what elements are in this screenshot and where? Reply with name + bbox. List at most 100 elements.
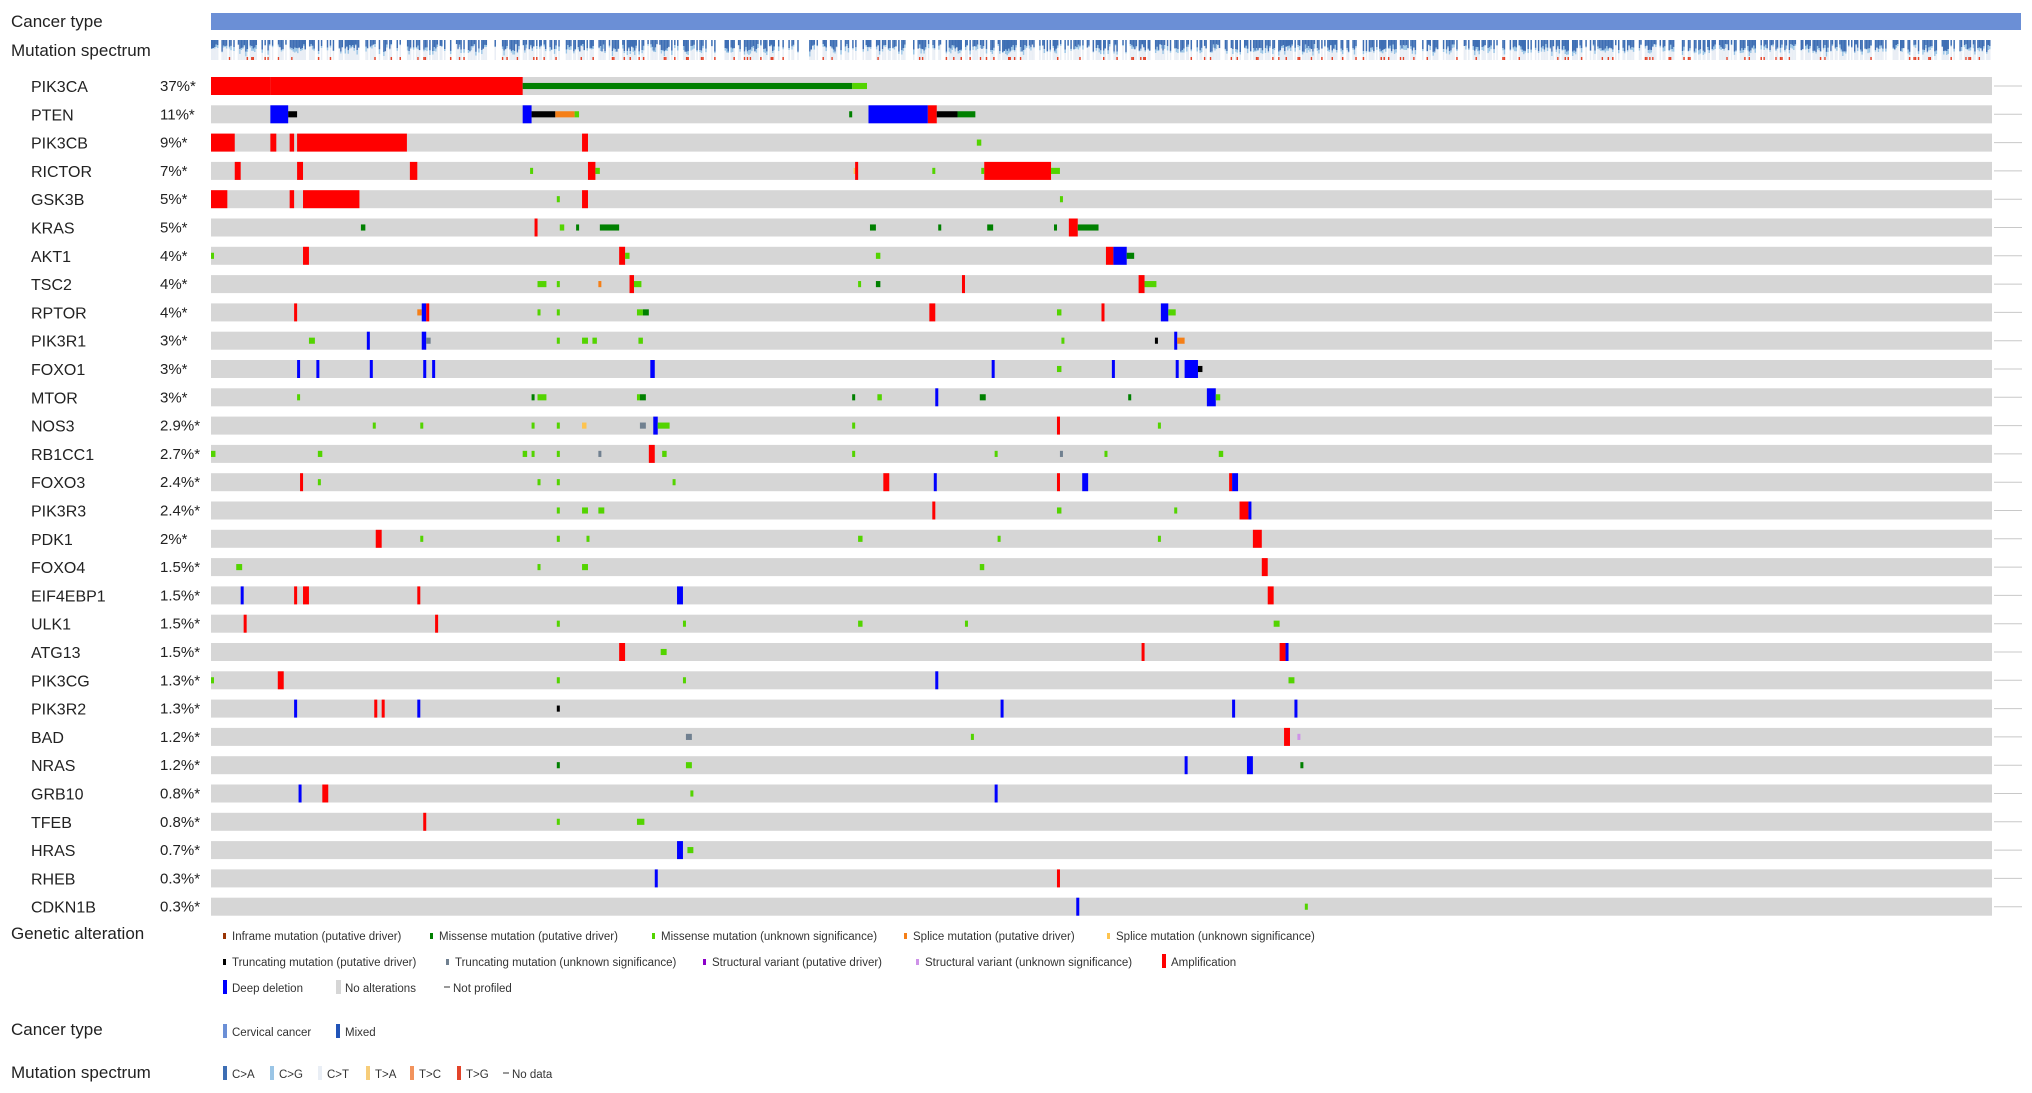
alteration-del — [1285, 643, 1289, 661]
gene-row-pik3r2: PIK3R2 1.3%* — [31, 699, 2022, 719]
alteration-mis-driver — [1077, 224, 1099, 231]
gene-track-background — [211, 501, 1992, 520]
legend-item: Missense mutation (putative driver) — [430, 931, 618, 943]
alteration-amp — [297, 161, 304, 180]
alteration-mis-vus — [582, 564, 588, 571]
gene-row-foxo1: FOXO1 3%* — [31, 360, 2022, 379]
gene-percent: 0.3%* — [160, 899, 200, 916]
gene-row-eif4ebp1: EIF4EBP1 1.5%* — [31, 586, 2022, 605]
alteration-mis-driver — [642, 309, 649, 316]
alteration-amp — [587, 161, 596, 180]
gene-track-background — [211, 671, 1992, 690]
alteration-mis-vus — [556, 309, 560, 316]
alteration-amp — [409, 161, 418, 180]
alteration-del — [316, 360, 320, 378]
alteration-trunc-vus — [639, 422, 646, 429]
alteration-del — [294, 699, 298, 718]
gene-track-background — [211, 841, 1992, 860]
gene-row-foxo4: FOXO4 1.5%* — [31, 558, 2022, 577]
alteration-trunc-vus — [1059, 450, 1063, 457]
cancer-type-track — [211, 13, 2021, 30]
alteration-del — [270, 105, 289, 124]
gene-row-gsk3b: GSK3B 5%* — [31, 190, 2022, 209]
alteration-mis-vus — [852, 450, 856, 457]
alteration-mis-vus — [297, 394, 301, 401]
alteration-mis-vus — [932, 167, 936, 174]
gene-track-background — [211, 190, 1992, 209]
gene-percent: 0.3%* — [160, 870, 200, 887]
alteration-mis-driver — [531, 394, 535, 401]
gene-label: FOXO1 — [31, 362, 85, 379]
alteration-trunc-driver — [936, 111, 958, 118]
alteration-sv-vus — [1297, 733, 1301, 740]
alteration-mis-vus — [1056, 507, 1062, 514]
legend-item: C>T — [318, 1066, 349, 1081]
gene-track-background — [211, 133, 1992, 152]
legend-label: Mixed — [345, 1027, 376, 1039]
gene-percent: 9%* — [160, 135, 188, 152]
legend-item: Not profiled — [444, 983, 512, 995]
alteration-mis-vus — [1056, 309, 1062, 316]
alteration-mis-vus — [997, 535, 1001, 542]
alteration-mis-vus — [638, 337, 643, 344]
alteration-mis-vus — [556, 196, 560, 203]
alteration-splice-driver — [417, 309, 422, 316]
legend-label: No alterations — [345, 983, 416, 995]
alteration-trunc-driver — [1154, 337, 1158, 344]
gene-track-background — [211, 614, 1992, 633]
alteration-mis-vus — [633, 281, 642, 288]
gene-percent: 7%* — [160, 163, 188, 180]
alteration-amp — [1261, 558, 1268, 577]
gene-row-hras: HRAS 0.7%* — [31, 841, 2022, 860]
alteration-amp — [1284, 727, 1290, 746]
gene-track-background — [211, 727, 1992, 746]
alteration-mis-vus — [1059, 196, 1063, 203]
gene-label: HRAS — [31, 843, 75, 860]
alteration-del — [994, 784, 998, 803]
alteration-mis-vus — [1304, 903, 1308, 910]
alteration-amp — [303, 246, 309, 265]
alteration-amp — [932, 501, 936, 520]
alteration-amp — [582, 190, 588, 209]
gene-track-background — [211, 643, 1992, 661]
gene-label: PIK3CG — [31, 673, 90, 690]
alteration-amp — [648, 444, 655, 463]
alteration-mis-vus — [595, 167, 600, 174]
alteration-amp — [1239, 501, 1249, 520]
alteration-amp — [234, 161, 241, 180]
legend-label: Not profiled — [453, 983, 512, 995]
gene-track-background — [211, 897, 1992, 916]
alteration-mis-vus — [1144, 281, 1157, 288]
alteration-del — [653, 416, 658, 435]
legend-label: Structural variant (putative driver) — [712, 957, 882, 969]
alteration-mis-vus — [317, 450, 323, 457]
alteration-mis-vus — [574, 111, 580, 118]
alteration-mis-driver — [1300, 762, 1304, 769]
alteration-del — [421, 303, 427, 322]
alteration-amp — [1056, 869, 1060, 888]
gene-track-background — [211, 586, 1992, 605]
alteration-mis-vus — [211, 252, 214, 259]
gene-percent: 4%* — [160, 304, 188, 321]
alteration-del — [432, 360, 436, 378]
alteration-mis-vus — [1157, 422, 1161, 429]
alteration-mis-vus — [556, 535, 560, 542]
gene-percent: 0.7%* — [160, 842, 200, 859]
alteration-amp — [1229, 473, 1233, 492]
alteration-mis-vus — [852, 422, 856, 429]
gene-row-mtor: MTOR 3%* — [31, 388, 2022, 407]
gene-row-ulk1: ULK1 1.5%* — [31, 614, 2022, 634]
gene-label: BAD — [31, 730, 64, 747]
alteration-amp — [629, 275, 634, 294]
alteration-mis-vus — [636, 818, 645, 825]
track-labels: Cancer type Mutation spectrum Genetic al… — [11, 12, 151, 1082]
alteration-mis-vus — [556, 422, 560, 429]
gene-percent: 2.4%* — [160, 474, 200, 491]
alteration-mis-vus — [530, 167, 534, 174]
alteration-amp — [294, 586, 298, 605]
alteration-trunc-driver — [288, 111, 298, 118]
legend-item: T>A — [366, 1066, 397, 1081]
alteration-mis-vus — [690, 790, 694, 797]
alteration-mis-driver — [576, 224, 580, 231]
